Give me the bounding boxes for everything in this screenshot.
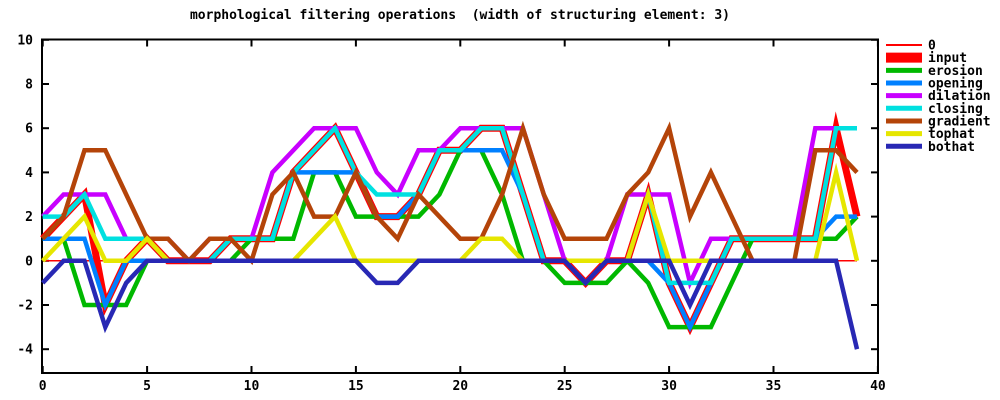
legend-label-dilation: dilation — [928, 89, 991, 104]
y-tick-label: 4 — [25, 166, 33, 181]
series-line-bothat — [41, 258, 860, 350]
legend-label-opening: opening — [928, 76, 983, 91]
x-tick-label: 0 — [39, 379, 47, 394]
chart-title: morphological filtering operations (widt… — [189, 8, 731, 23]
y-tick-label: 2 — [25, 210, 33, 225]
x-tick-label: 20 — [452, 379, 468, 394]
y-tick-label: -4 — [17, 343, 33, 358]
legend-label-erosion: erosion — [928, 64, 983, 79]
legend-label-input: input — [928, 51, 967, 66]
y-tick-label: 0 — [25, 254, 33, 269]
y-tick-label: 6 — [25, 122, 33, 137]
y-tick-label: 10 — [17, 33, 33, 48]
x-tick-label: 25 — [557, 379, 573, 394]
legend-label-tophat: tophat — [928, 127, 975, 142]
legend-label-0: 0 — [928, 39, 936, 54]
x-tick-label: 35 — [766, 379, 782, 394]
plot-border — [41, 38, 879, 374]
y-tick-label: 8 — [25, 78, 33, 93]
x-tick-label: 40 — [870, 379, 886, 394]
legend-label-closing: closing — [928, 102, 983, 117]
y-tick-label: -2 — [17, 299, 33, 314]
legend-label-gradient: gradient — [928, 114, 991, 129]
x-tick-label: 5 — [143, 379, 151, 394]
x-tick-label: 10 — [244, 379, 260, 394]
x-tick-label: 30 — [661, 379, 677, 394]
legend-label-bothat: bothat — [928, 140, 975, 155]
series-line-gradient — [41, 120, 859, 266]
x-tick-label: 15 — [348, 379, 364, 394]
series-line-tophat — [41, 162, 860, 264]
